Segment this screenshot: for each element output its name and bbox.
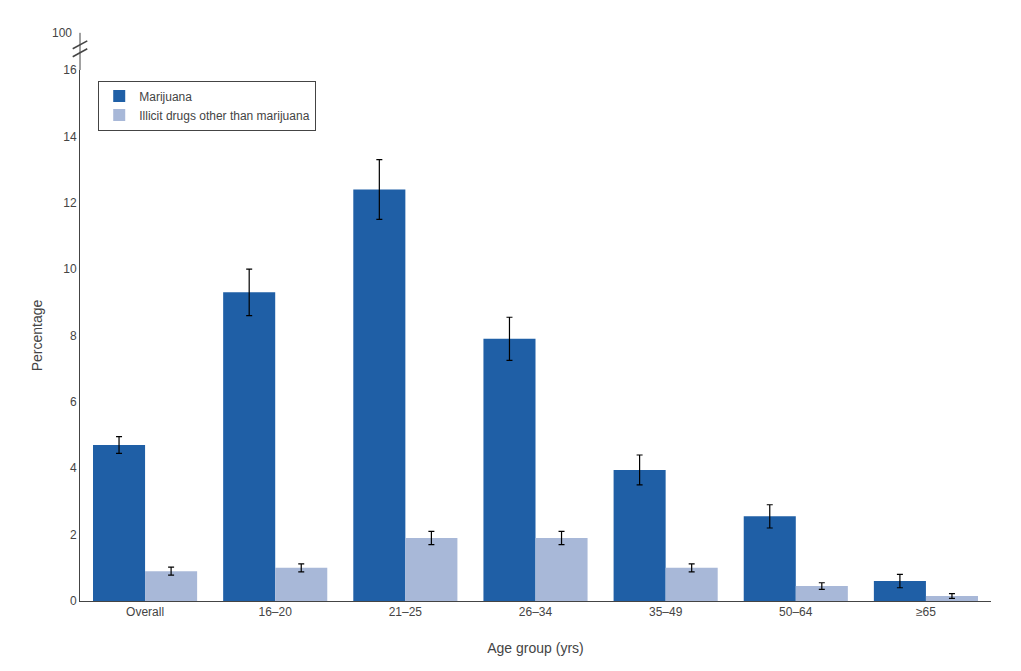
svg-text:8: 8 <box>70 329 77 343</box>
svg-text:6: 6 <box>70 395 77 409</box>
svg-text:35–49: 35–49 <box>649 605 683 619</box>
svg-text:≥65: ≥65 <box>916 605 936 619</box>
svg-text:2: 2 <box>70 528 77 542</box>
svg-text:26–34: 26–34 <box>519 605 553 619</box>
svg-text:50–64: 50–64 <box>779 605 813 619</box>
svg-text:14: 14 <box>63 130 77 144</box>
svg-text:16: 16 <box>63 63 77 77</box>
svg-text:10: 10 <box>63 262 77 276</box>
svg-text:0: 0 <box>70 594 77 608</box>
svg-text:Overall: Overall <box>126 605 164 619</box>
svg-text:Age group (yrs): Age group (yrs) <box>487 640 583 656</box>
svg-text:Illicit drugs other than marij: Illicit drugs other than marijuana <box>139 109 309 123</box>
svg-text:Percentage: Percentage <box>29 299 45 371</box>
svg-text:Marijuana: Marijuana <box>139 90 192 104</box>
svg-text:100: 100 <box>52 26 72 40</box>
svg-text:21–25: 21–25 <box>389 605 423 619</box>
svg-text:4: 4 <box>70 461 77 475</box>
svg-text:16–20: 16–20 <box>259 605 293 619</box>
svg-text:12: 12 <box>63 196 77 210</box>
